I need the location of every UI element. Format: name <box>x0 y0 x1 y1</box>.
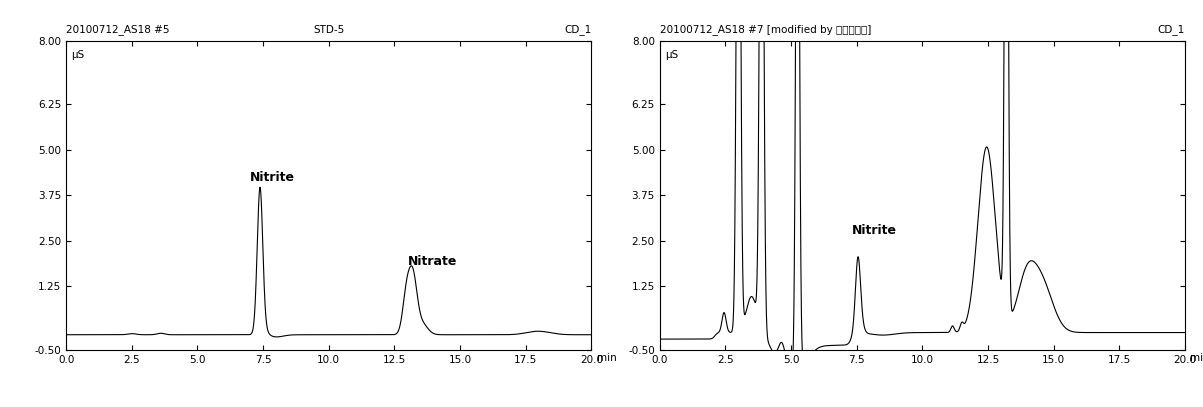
Text: μS: μS <box>71 50 84 60</box>
Text: STD-5: STD-5 <box>313 24 344 35</box>
Text: CD_1: CD_1 <box>1157 24 1185 35</box>
Text: Nitrite: Nitrite <box>250 171 295 184</box>
Text: 20100712_AS18 #5: 20100712_AS18 #5 <box>66 24 170 35</box>
Text: μS: μS <box>665 50 678 60</box>
Text: Nitrite: Nitrite <box>852 224 896 237</box>
Text: CD_1: CD_1 <box>564 24 592 35</box>
Text: min: min <box>1190 353 1203 363</box>
Text: Nitrate: Nitrate <box>408 255 457 268</box>
Text: 20100712_AS18 #7 [modified by 유해를질과]: 20100712_AS18 #7 [modified by 유해를질과] <box>659 24 871 35</box>
Text: min: min <box>597 353 616 363</box>
